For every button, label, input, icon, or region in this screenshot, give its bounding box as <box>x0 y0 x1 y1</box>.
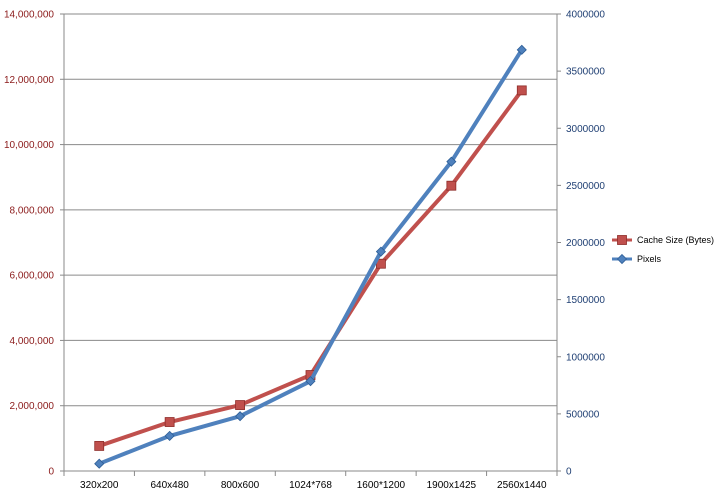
series-pixels <box>94 44 527 469</box>
left-tick-label: 6,000,000 <box>10 271 55 282</box>
data-point-square <box>516 85 527 96</box>
gridlines <box>64 13 557 407</box>
right-tick-label: 1500000 <box>566 295 605 306</box>
legend-item: Cache Size (Bytes) <box>612 235 714 245</box>
left-tick-label: 14,000,000 <box>4 10 54 21</box>
x-tick-label: 640x480 <box>150 480 189 491</box>
series-lines <box>94 44 527 469</box>
data-point-diamond <box>375 246 386 257</box>
left-axis-tick-labels: 0 2,000,000 4,000,000 6,000,000 8,000,000 10,… <box>4 10 55 478</box>
right-tick-label: 3000000 <box>566 124 605 135</box>
data-point-square <box>617 235 627 245</box>
left-tick-label: 12,000,000 <box>4 75 54 86</box>
left-tick-label: 2,000,000 <box>10 401 55 412</box>
x-tick-label: 800x600 <box>221 480 260 491</box>
right-tick-label: 4000000 <box>566 10 605 21</box>
right-tick-label: 2000000 <box>566 238 605 249</box>
right-tick-label: 3500000 <box>566 67 605 78</box>
data-point-square <box>94 441 105 451</box>
data-point-diamond <box>305 376 316 387</box>
data-point-diamond <box>446 156 457 167</box>
right-axis-tick-labels: 0 500000 1000000 1500000 2000000 2500000 30000… <box>566 10 605 478</box>
legend-item: Pixels <box>612 253 662 265</box>
x-tick-label: 1600*1200 <box>357 480 406 491</box>
data-point-diamond <box>94 458 105 469</box>
x-axis-tick-labels: 320x200 640x480 800x600 1024*768 1600*1200 19… <box>80 480 547 491</box>
left-tick-label: 0 <box>48 467 54 478</box>
data-point-square <box>235 400 245 410</box>
series-line <box>97 88 524 448</box>
right-tick-label: 2500000 <box>566 181 605 192</box>
right-tick-label: 1000000 <box>566 352 605 363</box>
data-point-diamond <box>616 253 628 265</box>
left-tick-label: 10,000,000 <box>4 140 54 151</box>
series-cache-size <box>94 85 527 451</box>
series-line <box>97 47 524 466</box>
legend: Cache Size (Bytes) Pixels <box>612 235 714 265</box>
data-point-diamond <box>516 44 527 55</box>
axes <box>60 13 561 476</box>
left-tick-label: 4,000,000 <box>10 336 55 347</box>
x-tick-label: 1024*768 <box>289 480 332 491</box>
data-point-diamond <box>235 411 246 422</box>
legend-label: Cache Size (Bytes) <box>637 235 714 245</box>
data-point-diamond <box>164 430 175 441</box>
right-tick-label: 0 <box>566 467 572 478</box>
legend-label: Pixels <box>637 254 662 264</box>
data-point-square <box>164 417 175 427</box>
x-tick-label: 1900x1425 <box>427 480 477 491</box>
x-tick-label: 320x200 <box>80 480 119 491</box>
right-tick-label: 500000 <box>566 409 600 420</box>
x-tick-label: 2560x1440 <box>497 480 547 491</box>
left-tick-label: 8,000,000 <box>10 205 55 216</box>
data-point-square <box>446 180 457 191</box>
